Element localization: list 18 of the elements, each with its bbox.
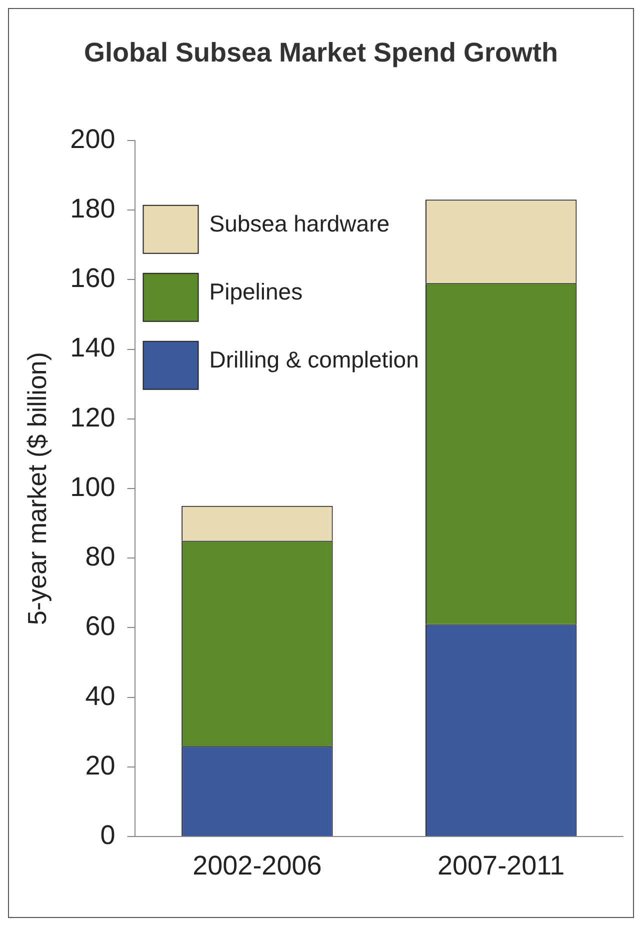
legend-label: Pipelines (209, 278, 303, 305)
y-tick-label: 180 (70, 193, 116, 224)
x-tick-label: 2002-2006 (192, 850, 322, 880)
y-axis-title: 5-year market ($ billion) (22, 352, 52, 626)
y-tick-label: 0 (100, 820, 116, 850)
y-tick-label: 140 (70, 332, 116, 363)
legend-label: Drilling & completion (209, 346, 419, 373)
y-tick-label: 80 (85, 542, 116, 572)
y-tick-label: 160 (70, 263, 116, 294)
chart-title: Global Subsea Market Spend Growth (84, 38, 558, 68)
y-tick-label: 200 (70, 124, 116, 154)
y-tick-label: 100 (70, 472, 116, 502)
legend-label: Subsea hardware (209, 210, 390, 237)
y-tick-label: 60 (85, 611, 116, 642)
y-tick-label: 40 (85, 680, 116, 711)
y-tick-label: 20 (85, 750, 116, 780)
y-tick-label: 120 (70, 402, 116, 432)
x-tick-label: 2007-2011 (438, 850, 565, 880)
